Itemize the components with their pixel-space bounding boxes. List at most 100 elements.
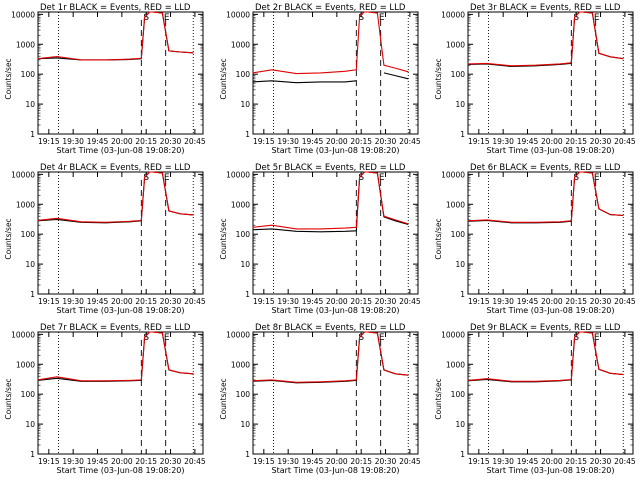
y-tick-label: 10000 [11, 10, 35, 19]
x-tick-label: 20:45 [184, 137, 206, 146]
detector-panel-8: Det 8r BLACK = Events, RED = LLD 1 10 100 10… [219, 323, 421, 475]
x-tick-label: 19:45 [517, 297, 539, 306]
x-tick-label: 19:45 [87, 457, 109, 466]
x-tick-label: 20:30 [375, 297, 397, 306]
y-tick-label: 1000 [446, 40, 465, 49]
x-axis-label: Start Time (03-Jun-08 19:08:20) [487, 146, 615, 155]
panel-title: Det 2r BLACK = Events, RED = LLD [255, 3, 406, 13]
y-tick-label: 1000 [231, 200, 250, 209]
x-tick-label: 20:45 [399, 457, 421, 466]
lld-series-line [252, 11, 409, 75]
start-marker-label: S [358, 13, 364, 23]
x-tick-label: 19:30 [277, 457, 299, 466]
x-tick-label: 19:30 [277, 297, 299, 306]
end-marker-label: E [379, 13, 385, 23]
y-tick-label: 10000 [441, 170, 465, 179]
x-tick-label: 20:15 [135, 137, 157, 146]
y-tick-label: 10000 [441, 330, 465, 339]
events-series-line [467, 11, 624, 68]
plot-frame [467, 331, 634, 455]
x-axis-label: Start Time (03-Jun-08 19:08:20) [57, 146, 185, 155]
x-tick-label: 19:30 [492, 137, 514, 146]
x-tick-label: 20:15 [565, 297, 587, 306]
x-tick-label: 20:45 [184, 297, 206, 306]
y-tick-label: 10 [455, 260, 465, 269]
detector-panel-2: Det 2r BLACK = Events, RED = LLD 1 10 100 10… [219, 3, 421, 155]
y-axis-label: Counts/sec [4, 58, 13, 99]
lld-series-line [252, 171, 409, 230]
x-tick-label: 20:15 [565, 137, 587, 146]
x-tick-label: 20:45 [614, 137, 636, 146]
x-tick-label: 20:45 [614, 457, 636, 466]
y-tick-label: 10000 [226, 10, 250, 19]
x-tick-label: 20:30 [160, 297, 182, 306]
detector-panel-9: Det 9r BLACK = Events, RED = LLD 1 10 100 10… [434, 323, 636, 475]
x-tick-label: 19:15 [468, 297, 490, 306]
x-tick-label: 20:00 [541, 297, 563, 306]
x-tick-label: 19:45 [302, 297, 324, 306]
y-tick-label: 1000 [231, 360, 250, 369]
x-tick-label: 20:30 [590, 137, 612, 146]
y-tick-label: 1000 [446, 200, 465, 209]
y-tick-label: 1 [30, 290, 35, 299]
x-tick-label: 19:45 [87, 137, 109, 146]
panel-title: Det 5r BLACK = Events, RED = LLD [255, 163, 406, 173]
x-tick-label: 20:45 [399, 137, 421, 146]
lld-series-line [467, 331, 624, 382]
y-tick-label: 1 [30, 450, 35, 459]
x-tick-label: 19:30 [62, 457, 84, 466]
x-axis-label: Start Time (03-Jun-08 19:08:20) [272, 466, 400, 475]
y-tick-label: 1 [460, 290, 465, 299]
x-tick-label: 19:15 [253, 457, 275, 466]
end-marker-label: E [594, 13, 600, 23]
x-tick-label: 19:15 [253, 297, 275, 306]
x-tick-label: 19:45 [302, 137, 324, 146]
x-tick-label: 20:00 [541, 137, 563, 146]
y-tick-label: 1 [30, 130, 35, 139]
lld-series-line [37, 11, 194, 61]
x-tick-label: 20:45 [399, 297, 421, 306]
start-marker-label: S [573, 333, 579, 343]
y-tick-label: 10 [25, 260, 35, 269]
x-tick-label: 19:30 [62, 137, 84, 146]
lld-series-line [252, 331, 409, 383]
plot-frame [467, 171, 634, 295]
events-series-line [467, 171, 624, 224]
x-tick-label: 20:00 [111, 457, 133, 466]
y-axis-label: Counts/sec [434, 58, 443, 99]
x-tick-label: 20:30 [590, 297, 612, 306]
x-tick-label: 20:30 [160, 457, 182, 466]
start-marker-label: S [358, 333, 364, 343]
x-tick-label: 19:15 [468, 137, 490, 146]
y-tick-label: 10000 [226, 170, 250, 179]
end-marker-label: E [164, 333, 170, 343]
x-tick-label: 20:00 [326, 457, 348, 466]
events-series-line [467, 331, 624, 383]
y-axis-label: Counts/sec [219, 58, 228, 99]
y-tick-label: 100 [451, 70, 466, 79]
y-tick-label: 1 [460, 130, 465, 139]
x-tick-label: 19:15 [38, 297, 60, 306]
panel-title: Det 4r BLACK = Events, RED = LLD [40, 163, 191, 173]
detector-panel-5: Det 5r BLACK = Events, RED = LLD 1 10 100 10… [219, 163, 421, 315]
x-axis-label: Start Time (03-Jun-08 19:08:20) [57, 306, 185, 315]
x-tick-label: 20:15 [135, 457, 157, 466]
end-marker-label: E [594, 173, 600, 183]
y-axis-label: Counts/sec [434, 378, 443, 419]
y-tick-label: 10000 [11, 330, 35, 339]
y-tick-label: 1 [460, 450, 465, 459]
x-tick-label: 20:45 [614, 297, 636, 306]
start-marker-label: S [143, 173, 149, 183]
x-tick-label: 19:30 [277, 137, 299, 146]
y-axis-label: Counts/sec [219, 378, 228, 419]
y-tick-label: 1 [245, 450, 250, 459]
x-tick-label: 19:30 [492, 457, 514, 466]
plot-frame [252, 171, 419, 295]
x-tick-label: 20:15 [565, 457, 587, 466]
y-tick-label: 10000 [226, 330, 250, 339]
end-marker-label: E [164, 173, 170, 183]
x-tick-label: 20:15 [350, 137, 372, 146]
y-tick-label: 10 [455, 100, 465, 109]
y-tick-label: 100 [451, 390, 466, 399]
